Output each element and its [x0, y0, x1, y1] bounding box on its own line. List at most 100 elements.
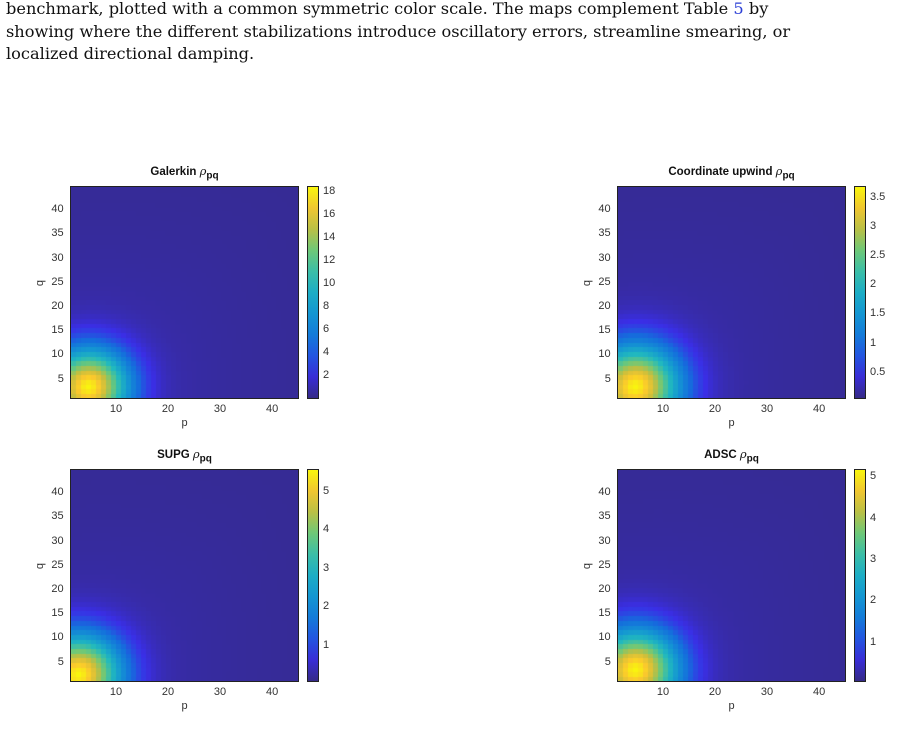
y-tick-label: 10	[598, 631, 611, 644]
y-tick-label: 5	[604, 655, 611, 668]
y-tick-label: 15	[51, 324, 64, 337]
colorbar-tick-label: 2	[323, 600, 330, 613]
x-axis-label: p	[728, 700, 735, 712]
y-tick-label: 20	[598, 583, 611, 596]
colorbar-tick-label: 1	[870, 635, 877, 648]
caption-text: benchmark, plotted with a common symmetr…	[6, 0, 734, 18]
y-axis-label: q	[581, 562, 594, 569]
y-axis-label: q	[581, 279, 594, 286]
y-tick-label: 10	[598, 348, 611, 361]
y-tick-label: 5	[57, 372, 64, 385]
colorbar-tick-label: 18	[323, 184, 336, 197]
plot-title-text: Galerkin	[150, 166, 200, 178]
heatmap-canvas	[71, 470, 298, 681]
colorbar	[307, 186, 319, 399]
x-tick-label: 20	[161, 403, 175, 415]
x-tick-label: 30	[213, 403, 227, 415]
y-tick-label: 35	[598, 510, 611, 523]
x-tick-label: 20	[708, 686, 722, 698]
y-tick-label: 15	[598, 324, 611, 337]
colorbar-tick-label: 8	[323, 299, 330, 312]
colorbar-tick-label: 0.5	[870, 365, 886, 378]
colorbar-tick-label: 4	[323, 345, 330, 358]
heatmap-field	[617, 469, 846, 682]
y-tick-label: 25	[598, 275, 611, 288]
figure-caption: benchmark, plotted with a common symmetr…	[6, 0, 916, 66]
colorbar-tick-label: 4	[323, 523, 330, 536]
colorbar-tick-label: 14	[323, 230, 336, 243]
y-tick-label: 10	[51, 348, 64, 361]
x-tick-label: 40	[265, 686, 279, 698]
plot-title: Coordinate upwind ρpq	[668, 164, 794, 181]
y-tick-label: 25	[598, 558, 611, 571]
plot-title-text: SUPG	[157, 449, 193, 461]
table-reference-link[interactable]: 5	[733, 0, 744, 18]
plot-title: Galerkin ρpq	[150, 164, 218, 181]
y-tick-label: 40	[51, 203, 64, 216]
x-tick-label: 40	[812, 686, 826, 698]
heatmap-field	[70, 186, 299, 399]
plot-title-symbol: ρ	[199, 164, 207, 178]
colorbar	[854, 186, 866, 399]
heatmap-canvas	[618, 187, 845, 398]
caption-line-3: localized directional damping.	[6, 44, 255, 63]
y-tick-label: 40	[51, 486, 64, 499]
y-tick-label: 40	[598, 486, 611, 499]
colorbar-tick-label: 1	[323, 638, 330, 651]
colorbar-tick-label: 10	[323, 276, 336, 289]
x-tick-label: 30	[760, 403, 774, 415]
plot-title-symbol: ρ	[775, 164, 783, 178]
plot-title-subscript: pq	[206, 170, 219, 182]
x-tick-label: 40	[812, 403, 826, 415]
colorbar-tick-label: 3	[870, 219, 877, 232]
colorbar-tick-label: 16	[323, 207, 336, 220]
heatmap-field	[70, 469, 299, 682]
y-tick-label: 5	[57, 655, 64, 668]
y-tick-label: 20	[51, 583, 64, 596]
plot-title: ADSC ρpq	[704, 447, 759, 464]
x-tick-label: 10	[109, 686, 123, 698]
plot-title-text: ADSC	[704, 449, 740, 461]
x-tick-label: 10	[656, 403, 670, 415]
colorbar-tick-label: 1	[870, 336, 877, 349]
colorbar-tick-label: 2.5	[870, 249, 886, 262]
colorbar-tick-label: 3	[323, 561, 330, 574]
colorbar-tick-label: 5	[870, 470, 877, 483]
colorbar-tick-label: 5	[323, 485, 330, 498]
y-tick-label: 25	[51, 275, 64, 288]
colorbar-tick-label: 3	[870, 552, 877, 565]
colorbar-tick-label: 2	[870, 278, 877, 291]
plot-title-symbol: ρ	[739, 447, 747, 461]
colorbar-tick-label: 2	[870, 594, 877, 607]
colorbar-tick-label: 6	[323, 322, 330, 335]
y-tick-label: 30	[51, 534, 64, 547]
colorbar	[854, 469, 866, 682]
y-axis-label: q	[34, 562, 47, 569]
x-tick-label: 20	[161, 686, 175, 698]
y-tick-label: 30	[598, 534, 611, 547]
y-tick-label: 35	[51, 510, 64, 523]
y-tick-label: 25	[51, 558, 64, 571]
y-tick-label: 30	[51, 251, 64, 264]
heatmap-canvas	[71, 187, 298, 398]
y-tick-label: 15	[598, 607, 611, 620]
x-tick-label: 10	[656, 686, 670, 698]
caption-line-2: showing where the different stabilizatio…	[6, 21, 791, 41]
y-tick-label: 40	[598, 203, 611, 216]
colorbar-tick-label: 12	[323, 253, 336, 266]
plot-title-subscript: pq	[746, 453, 759, 465]
x-tick-label: 10	[109, 403, 123, 415]
plot-title-subscript: pq	[199, 453, 212, 465]
heatmap-canvas	[618, 470, 845, 681]
colorbar	[307, 469, 319, 682]
plot-title-text: Coordinate upwind	[668, 166, 776, 178]
y-tick-label: 30	[598, 251, 611, 264]
y-tick-label: 35	[51, 227, 64, 240]
y-tick-label: 20	[598, 300, 611, 313]
y-tick-label: 35	[598, 227, 611, 240]
caption-line-1: benchmark, plotted with a common symmetr…	[6, 0, 916, 21]
colorbar-tick-label: 3.5	[870, 190, 886, 203]
x-tick-label: 40	[265, 403, 279, 415]
x-axis-label: p	[728, 417, 735, 429]
colorbar-tick-label: 4	[870, 511, 877, 524]
